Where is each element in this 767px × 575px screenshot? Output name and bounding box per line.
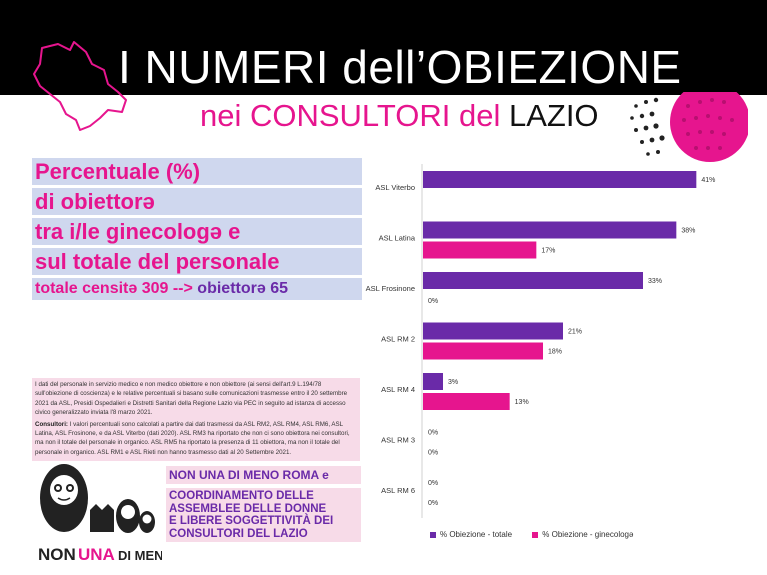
data-label: 0% [428,430,438,437]
data-label: 33% [648,278,662,285]
bar-totale [423,171,697,188]
non-una-di-meno-logo: NON UNA DI MENO [38,464,162,564]
bar-totale [423,221,677,239]
category-label: ASL Latina [379,234,416,243]
stat-line-totals: totale censitə 309 --> obiettorə 65 [32,278,362,300]
stat-line-1: Percentuale (%) [32,158,362,185]
bar-ginecologhe [423,342,543,360]
bar-totale [423,272,643,289]
legend-label-totale: % Obiezione - totale [440,530,513,539]
total-censused: totale censitə 309 --> [35,280,193,297]
data-label: 18% [548,349,562,356]
page-subtitle: nei CONSULTORI del LAZIO [200,98,599,134]
bar-totale [423,322,563,340]
objection-chart: ASL Viterbo 41% ASL Latina 38% 17% ASL Frosin… [362,158,767,548]
data-label: 41% [701,177,715,184]
logo-text-una: UNA [78,545,115,564]
chart-svg: ASL Viterbo 41% ASL Latina 38% 17% ASL Frosin… [366,164,715,518]
header-band [0,0,767,95]
category-label: ASL RM 2 [381,335,415,344]
note-paragraph-1: I dati del personale in servizio medico … [35,381,348,417]
chart-legend: % Obiezione - totale % Obiezione - ginec… [430,530,651,539]
statistics-box: Percentuale (%) di obiettorə tra i/le gi… [32,158,362,303]
methodology-note: I dati del personale in servizio medico … [32,378,360,462]
organizers-box: NON UNA DI MENO ROMA e COORDINAMENTO DEL… [166,466,361,542]
data-label: 21% [568,329,582,336]
stat-line-2: di obiettorə [32,188,362,215]
category-label: ASL RM 6 [381,486,415,495]
data-label: 0% [428,500,438,507]
category-label: ASL Viterbo [375,183,415,192]
subtitle-part1: nei CONSULTORI del [200,98,501,133]
legend-swatch-ginecologhe [532,531,539,538]
data-label: 0% [428,298,438,305]
lazio-map-icon [33,41,127,131]
halftone-dots-decoration [630,92,748,162]
total-objectors: obiettorə 65 [197,280,288,297]
category-label: ASL RM 4 [381,385,415,394]
stat-line-4: sul totale del personale [32,248,362,275]
legend-swatch-totale [430,531,436,538]
data-label: 17% [541,248,555,255]
note-paragraph-2: Consultori: I valori percentuali sono ca… [35,420,357,458]
data-label: 3% [448,379,458,386]
logo-text-di-meno: DI MENO [118,548,162,563]
data-label: 0% [428,450,438,457]
subtitle-part2: LAZIO [508,98,599,133]
organizer-1: NON UNA DI MENO ROMA e [166,466,361,484]
bar-ginecologhe [423,241,537,259]
stat-line-3: tra i/le ginecologə e [32,218,362,245]
bar-ginecologhe [423,393,510,410]
legend-item-totale: % Obiezione - totale [430,530,512,539]
note-label-consultori: Consultori: [35,420,68,428]
logo-text-non: NON [38,545,76,564]
legend-item-ginecologhe: % Obiezione - ginecologə [532,530,633,539]
legend-label-ginecologhe: % Obiezione - ginecologə [542,530,634,539]
category-label: ASL RM 3 [381,436,415,445]
data-label: 38% [681,228,695,235]
page-title: I NUMERI dell’OBIEZIONE [118,41,682,93]
note-paragraph-2-text: I valori percentuali sono calcolati a pa… [35,420,350,456]
organizer-2: COORDINAMENTO DELLE ASSEMBLEE DELLE DONN… [166,488,361,542]
data-label: 0% [428,480,438,487]
category-label: ASL Frosinone [366,284,415,293]
matryoshka-dolls-icon [40,464,155,533]
bar-totale [423,373,443,390]
data-label: 13% [515,399,529,406]
